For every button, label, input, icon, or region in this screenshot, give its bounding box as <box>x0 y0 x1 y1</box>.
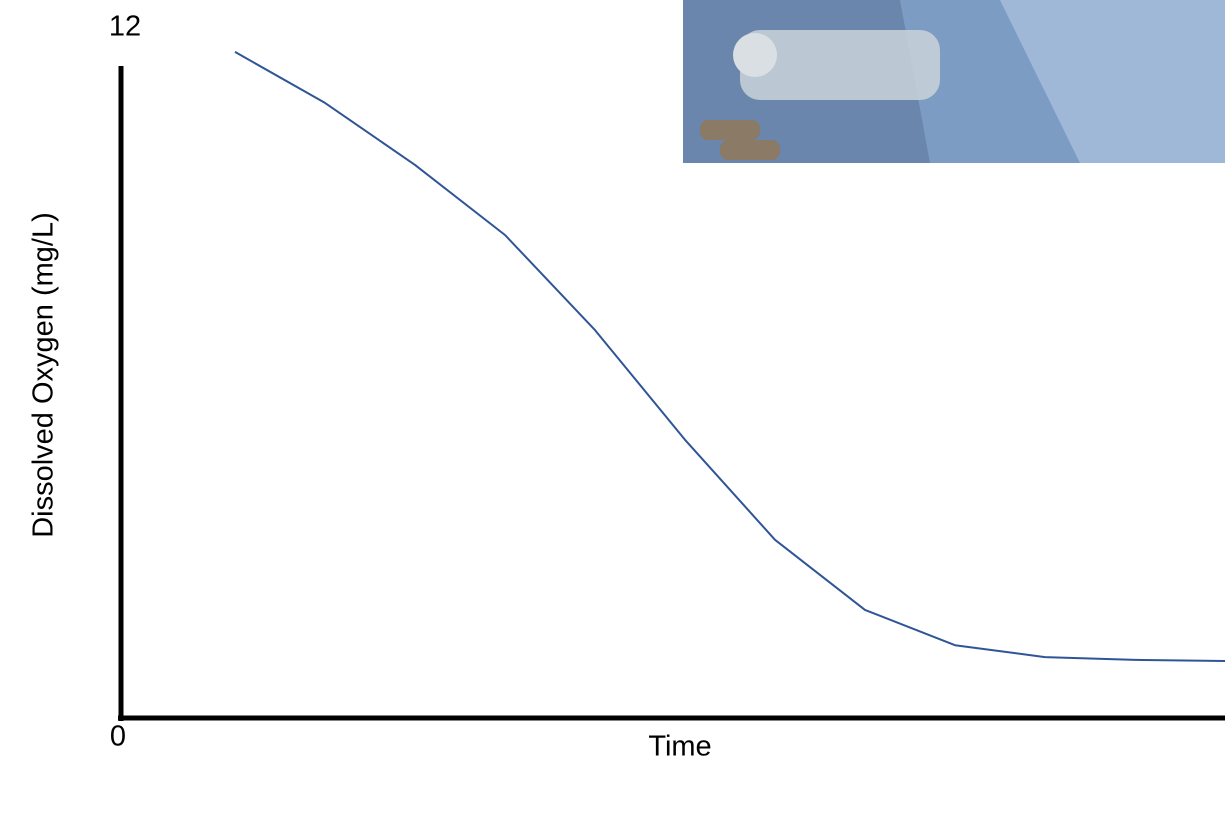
y-tick-label: 12 <box>109 11 141 43</box>
photo-pin <box>720 140 780 160</box>
x-axis-title: Time <box>648 731 711 763</box>
chart: Dissolved Oxygen (mg/L) Time 0 12 <box>0 0 1225 823</box>
y-axis-title: Dissolved Oxygen (mg/L) <box>28 212 60 538</box>
page: Dissolved Oxygen (mg/L) Time 012 (() => … <box>0 0 1225 823</box>
photo-inset <box>683 0 1225 163</box>
photo-pin <box>700 120 760 140</box>
y-tick-label: 0 <box>110 721 126 753</box>
photo-probe-tip <box>733 33 777 77</box>
